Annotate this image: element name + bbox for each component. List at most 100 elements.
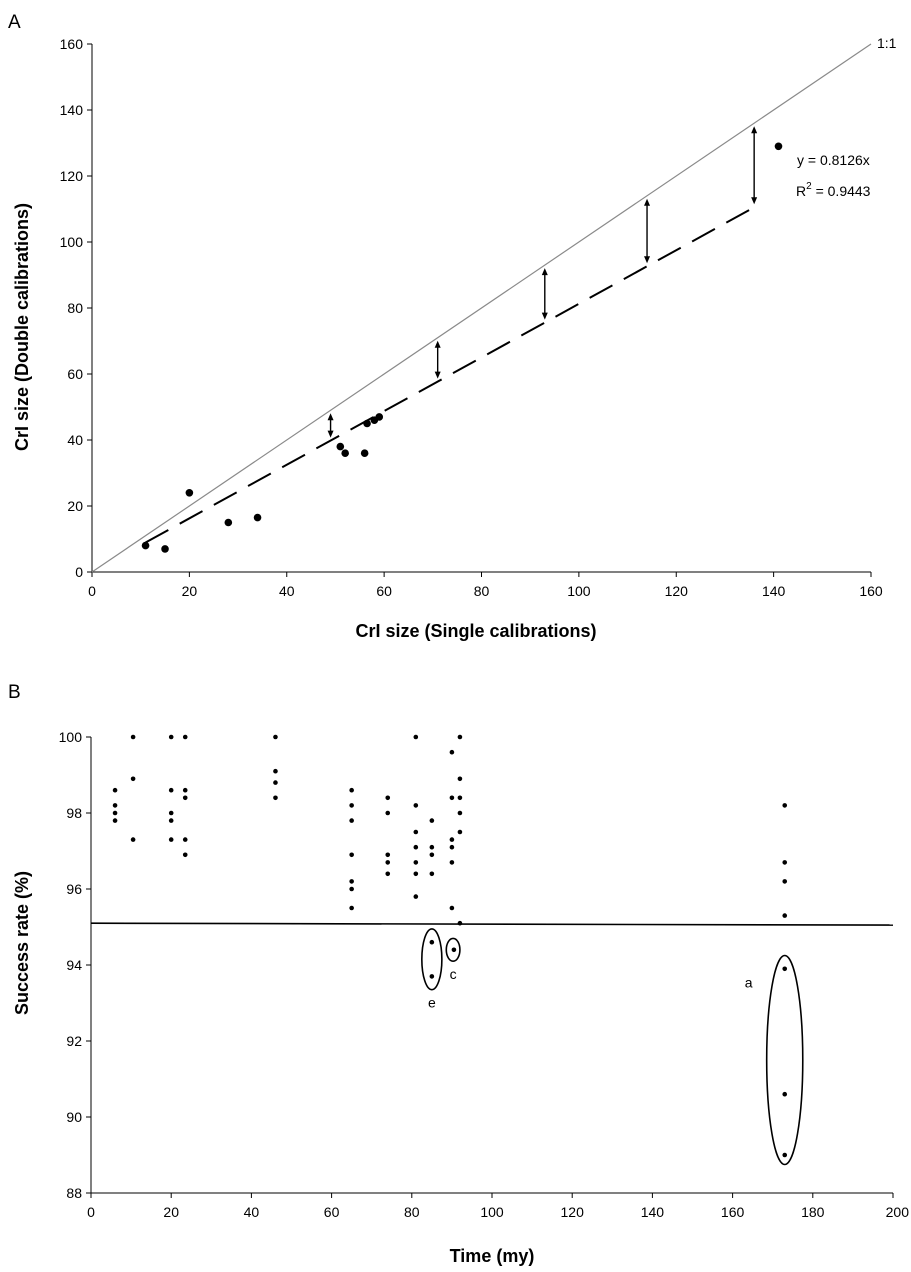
r2-exponent: 2 bbox=[806, 181, 812, 192]
data-point bbox=[112, 803, 118, 808]
data-point bbox=[182, 734, 188, 740]
data-point bbox=[385, 810, 391, 816]
data-point bbox=[451, 947, 457, 953]
data-point bbox=[349, 852, 354, 858]
difference-arrow bbox=[644, 198, 651, 264]
panel-a-fit-line bbox=[145, 209, 750, 544]
data-point bbox=[385, 852, 391, 858]
x-tick-label: 120 bbox=[665, 583, 689, 599]
data-point bbox=[449, 844, 455, 850]
data-point bbox=[782, 913, 788, 918]
y-tick-label: 92 bbox=[66, 1033, 82, 1049]
data-point bbox=[457, 810, 463, 816]
x-tick-label: 80 bbox=[404, 1204, 420, 1220]
difference-arrow bbox=[434, 340, 441, 379]
data-point bbox=[273, 734, 278, 740]
data-point bbox=[457, 920, 463, 926]
data-point bbox=[429, 939, 435, 945]
data-point bbox=[413, 894, 419, 899]
data-point bbox=[782, 879, 788, 884]
panel-a-equation: y = 0.8126x bbox=[797, 152, 870, 168]
y-tick-label: 88 bbox=[66, 1185, 82, 1201]
data-point bbox=[457, 795, 463, 801]
data-point bbox=[112, 787, 118, 793]
data-point bbox=[168, 734, 174, 740]
x-tick-label: 140 bbox=[641, 1204, 665, 1220]
data-point bbox=[413, 803, 419, 808]
data-point bbox=[182, 787, 188, 793]
data-point bbox=[273, 768, 278, 774]
data-point bbox=[273, 780, 278, 785]
ellipse-label-a: a bbox=[745, 975, 753, 991]
x-tick-label: 160 bbox=[721, 1204, 745, 1220]
y-tick-label: 0 bbox=[75, 564, 83, 580]
data-point bbox=[385, 860, 391, 865]
data-point bbox=[130, 734, 136, 740]
data-point bbox=[349, 905, 354, 911]
x-tick-label: 40 bbox=[244, 1204, 260, 1220]
panel-a-arrows bbox=[327, 126, 758, 438]
data-point bbox=[449, 795, 455, 801]
data-point bbox=[363, 419, 371, 428]
x-tick-label: 20 bbox=[163, 1204, 179, 1220]
panel-b-y-ticks: 88 90 92 94 96 98 100 bbox=[59, 729, 91, 1201]
y-tick-label: 100 bbox=[60, 234, 84, 250]
panel-b-x-axis-title: Time (my) bbox=[450, 1246, 535, 1266]
data-point bbox=[782, 1152, 788, 1158]
data-point bbox=[349, 886, 354, 892]
panel-a-x-ticks: 0 20 40 60 80 100 120 140 160 bbox=[88, 572, 883, 599]
difference-arrow bbox=[541, 268, 548, 320]
x-tick-label: 40 bbox=[279, 583, 295, 599]
data-point bbox=[429, 818, 435, 823]
difference-arrow bbox=[751, 126, 758, 205]
data-point bbox=[273, 795, 278, 801]
ellipse-label-e: e bbox=[428, 995, 436, 1011]
x-tick-label: 160 bbox=[859, 583, 883, 599]
x-tick-label: 0 bbox=[87, 1204, 95, 1220]
y-tick-label: 160 bbox=[60, 36, 84, 52]
panel-a-reference-line bbox=[91, 43, 872, 573]
data-point bbox=[182, 852, 188, 858]
data-point bbox=[782, 860, 788, 865]
y-tick-label: 140 bbox=[60, 102, 84, 118]
data-point bbox=[253, 513, 262, 522]
y-tick-label: 90 bbox=[66, 1109, 82, 1125]
panel-a-r-squared: R2 = 0.9443 bbox=[796, 181, 871, 199]
data-point bbox=[168, 837, 174, 842]
data-point bbox=[141, 541, 150, 550]
x-tick-label: 100 bbox=[567, 583, 591, 599]
panel-b-points bbox=[112, 734, 788, 1158]
data-point bbox=[429, 844, 435, 850]
panel-b-letter: B bbox=[8, 682, 21, 703]
panel-b: B 88 90 92 94 96 98 100 0 20 40 60 80 100 120 140 160 1… bbox=[8, 682, 909, 1266]
data-point bbox=[168, 818, 174, 823]
data-point bbox=[112, 818, 118, 823]
data-point bbox=[413, 844, 419, 850]
data-point bbox=[375, 413, 384, 421]
panel-a-letter: A bbox=[8, 12, 21, 33]
x-tick-label: 80 bbox=[474, 583, 490, 599]
y-tick-label: 40 bbox=[67, 432, 83, 448]
panel-b-y-axis-title: Success rate (%) bbox=[12, 871, 32, 1015]
highlight-ellipse-a bbox=[765, 954, 804, 1166]
data-point bbox=[385, 871, 391, 877]
x-tick-label: 20 bbox=[182, 583, 198, 599]
panel-a-y-ticks: 0 20 40 60 80 100 120 140 160 bbox=[60, 36, 92, 580]
y-tick-label: 96 bbox=[66, 881, 82, 897]
data-point bbox=[385, 795, 391, 801]
difference-arrow bbox=[327, 413, 334, 438]
highlight-ellipse-e bbox=[421, 928, 443, 991]
panel-a: A 0 20 40 60 80 100 120 140 160 0 20 40 60 80 100 120 1… bbox=[8, 12, 897, 641]
data-point bbox=[413, 734, 419, 740]
highlight-ellipse-c bbox=[445, 937, 461, 962]
data-point bbox=[782, 803, 788, 808]
y-tick-label: 20 bbox=[67, 498, 83, 514]
data-point bbox=[429, 852, 435, 858]
panel-b-threshold-line bbox=[90, 922, 894, 926]
data-point bbox=[782, 966, 788, 972]
x-tick-label: 140 bbox=[762, 583, 786, 599]
data-point bbox=[168, 787, 174, 793]
data-point bbox=[336, 442, 345, 451]
data-point bbox=[449, 837, 455, 842]
